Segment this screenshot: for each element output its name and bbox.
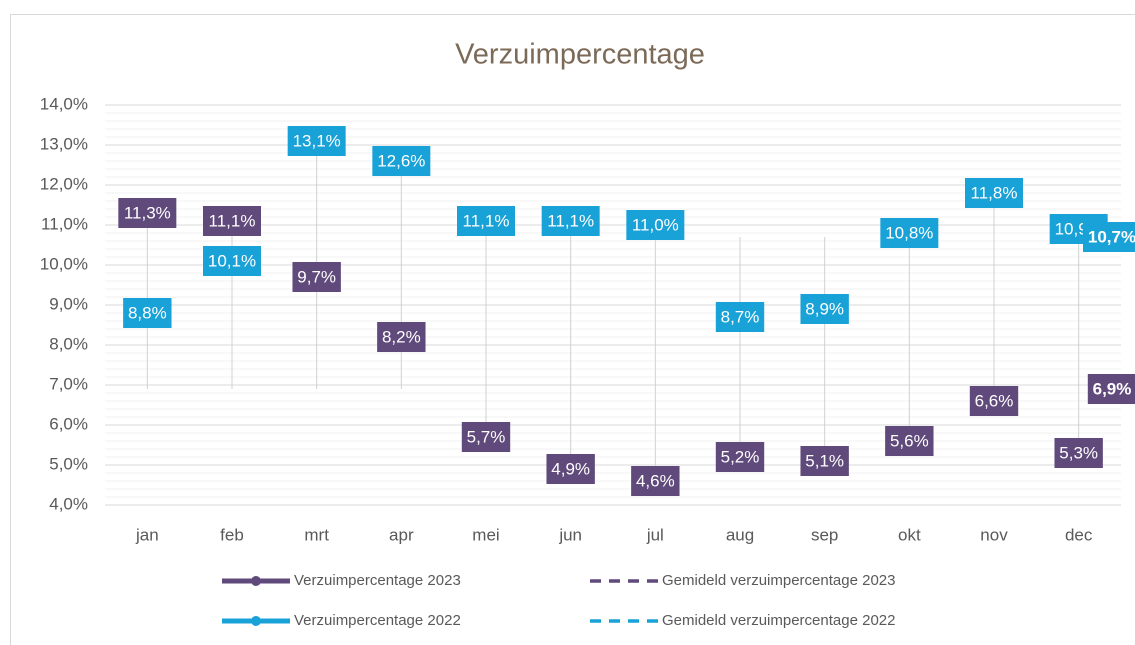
label-box [377, 322, 426, 352]
data-label: 11,0% [632, 215, 679, 234]
label-box [118, 198, 177, 228]
data-label: 10,1% [208, 251, 256, 270]
y-tick-label: 4,0% [49, 494, 88, 513]
data-label: 11,1% [209, 211, 256, 230]
label-box [965, 178, 1023, 208]
y-tick-label: 13,0% [40, 134, 88, 153]
data-label: 5,6% [890, 431, 929, 450]
x-tick-label: mrt [304, 525, 329, 544]
data-label: 10,8% [885, 223, 933, 242]
x-tick-label: apr [389, 525, 414, 544]
data-label: 9,7% [297, 267, 336, 286]
label-box [287, 126, 346, 156]
data-label: 12,6% [377, 151, 425, 170]
data-label: 5,7% [467, 427, 506, 446]
legend-label: Verzuimpercentage 2022 [294, 612, 461, 629]
x-tick-label: jun [558, 525, 582, 544]
x-tick-label: jan [135, 525, 159, 544]
data-label: 5,2% [721, 447, 760, 466]
legend-marker [251, 616, 261, 626]
data-label: 8,8% [128, 303, 167, 322]
label-box [969, 386, 1019, 416]
data-label: 11,1% [547, 211, 594, 230]
legend-marker [251, 576, 261, 586]
y-tick-label: 11,0% [41, 214, 88, 233]
data-label: 6,9% [1093, 379, 1132, 398]
data-label: 8,2% [382, 327, 421, 346]
x-tick-label: nov [980, 525, 1008, 544]
label-box [800, 446, 849, 476]
legend-label: Verzuimpercentage 2023 [294, 572, 461, 589]
chart-title: Verzuimpercentage [455, 39, 705, 71]
y-tick-label: 8,0% [49, 334, 88, 353]
data-label: 5,3% [1059, 443, 1098, 462]
label-box [626, 210, 685, 240]
data-label: 11,1% [463, 211, 510, 230]
x-tick-label: aug [726, 525, 754, 544]
label-box [203, 206, 261, 236]
legend-label: Gemideld verzuimpercentage 2023 [662, 572, 895, 589]
label-box [123, 298, 172, 328]
data-label: 5,1% [805, 451, 844, 470]
y-tick-label: 6,0% [49, 414, 88, 433]
label-box [461, 422, 511, 452]
x-tick-label: okt [898, 525, 921, 544]
legend-label: Gemideld verzuimpercentage 2022 [662, 612, 895, 629]
data-label: 11,3% [124, 203, 171, 222]
chart-frame [10, 14, 1135, 645]
label-box [880, 218, 939, 248]
data-label: 10,7% [1088, 227, 1135, 246]
y-tick-label: 12,0% [40, 174, 88, 193]
data-label: 11,8% [971, 183, 1018, 202]
x-tick-label: jul [646, 525, 664, 544]
x-tick-label: feb [220, 525, 244, 544]
x-tick-label: mei [472, 525, 499, 544]
x-tick-label: sep [811, 525, 838, 544]
label-box [292, 262, 341, 292]
label-box [1054, 438, 1103, 468]
y-tick-label: 5,0% [49, 454, 88, 473]
label-box [885, 426, 934, 456]
label-box [715, 442, 765, 472]
label-box [541, 206, 600, 236]
label-box [203, 246, 261, 276]
label-box [800, 294, 849, 324]
label-box [457, 206, 515, 236]
y-tick-label: 9,0% [49, 294, 88, 313]
x-tick-label: dec [1065, 525, 1093, 544]
label-box [1087, 374, 1135, 404]
y-tick-label: 7,0% [49, 374, 88, 393]
label-box [715, 302, 765, 332]
y-tick-label: 14,0% [40, 94, 88, 113]
data-label: 6,6% [975, 391, 1014, 410]
label-box [546, 454, 595, 484]
y-tick-label: 10,0% [40, 254, 88, 273]
data-label: 4,9% [551, 459, 590, 478]
data-label: 8,9% [805, 299, 844, 318]
data-label: 8,7% [721, 307, 760, 326]
data-label: 4,6% [636, 471, 675, 490]
label-box [372, 146, 431, 176]
label-box [631, 466, 680, 496]
label-box [1083, 222, 1135, 252]
data-label: 13,1% [293, 131, 341, 150]
